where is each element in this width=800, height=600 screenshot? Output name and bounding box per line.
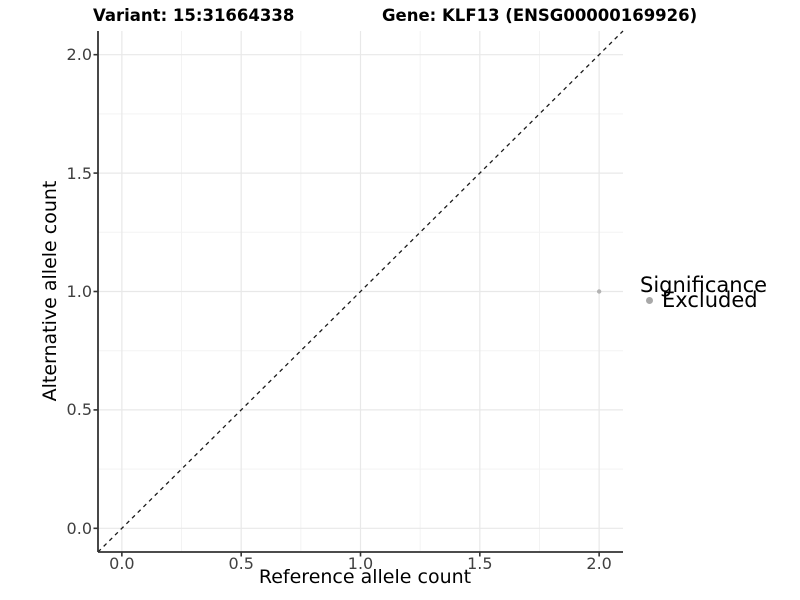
y-tick-label: 1.0 bbox=[66, 282, 92, 301]
legend-item-excluded: Excluded bbox=[662, 288, 758, 312]
x-tick-label: 0.5 bbox=[228, 554, 254, 573]
y-tick-label: 2.0 bbox=[66, 45, 92, 65]
y-tick-label: 0.0 bbox=[66, 518, 92, 538]
x-tick-label: 2.0 bbox=[586, 554, 612, 573]
identity-dashed-line bbox=[97, 30, 624, 553]
legend-title: Significance bbox=[640, 273, 768, 297]
variant-title: Variant: 15:31664338 bbox=[93, 6, 295, 25]
x-tick-label: 0.0 bbox=[109, 554, 135, 573]
y-tick-label: 0.5 bbox=[66, 400, 92, 420]
x-axis-title: Reference allele count bbox=[258, 566, 472, 588]
x-tick-label: 1.5 bbox=[467, 554, 493, 573]
gene-title: Gene: KLF13 (ENSG00000169926) bbox=[382, 6, 698, 25]
data-point bbox=[596, 289, 602, 294]
x-tick-label: 1.0 bbox=[347, 554, 374, 573]
y-tick-label: 1.5 bbox=[66, 163, 92, 183]
legend-key-point-icon bbox=[646, 297, 653, 304]
